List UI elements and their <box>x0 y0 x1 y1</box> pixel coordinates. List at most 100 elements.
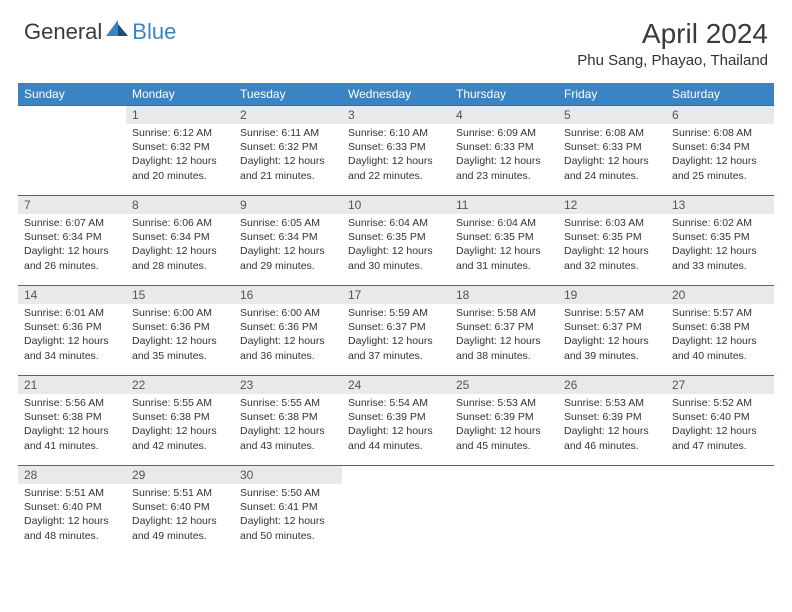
day-number: 4 <box>450 106 558 124</box>
day-number: 7 <box>18 196 126 214</box>
day-number: 10 <box>342 196 450 214</box>
day-cell: 2Sunrise: 6:11 AMSunset: 6:32 PMDaylight… <box>234 106 342 196</box>
day-cell: 7Sunrise: 6:07 AMSunset: 6:34 PMDaylight… <box>18 196 126 286</box>
calendar-header-row: SundayMondayTuesdayWednesdayThursdayFrid… <box>18 83 774 106</box>
day-number: 27 <box>666 376 774 394</box>
day-details: Sunrise: 6:04 AMSunset: 6:35 PMDaylight:… <box>450 214 558 277</box>
day-cell: 16Sunrise: 6:00 AMSunset: 6:36 PMDayligh… <box>234 286 342 376</box>
day-cell: 29Sunrise: 5:51 AMSunset: 6:40 PMDayligh… <box>126 466 234 556</box>
day-cell: 1Sunrise: 6:12 AMSunset: 6:32 PMDaylight… <box>126 106 234 196</box>
day-number: 5 <box>558 106 666 124</box>
weekday-header: Saturday <box>666 83 774 106</box>
day-number: 11 <box>450 196 558 214</box>
day-cell: 6Sunrise: 6:08 AMSunset: 6:34 PMDaylight… <box>666 106 774 196</box>
day-details: Sunrise: 5:58 AMSunset: 6:37 PMDaylight:… <box>450 304 558 367</box>
day-number: 2 <box>234 106 342 124</box>
day-details: Sunrise: 6:04 AMSunset: 6:35 PMDaylight:… <box>342 214 450 277</box>
day-details: Sunrise: 6:02 AMSunset: 6:35 PMDaylight:… <box>666 214 774 277</box>
day-cell: 3Sunrise: 6:10 AMSunset: 6:33 PMDaylight… <box>342 106 450 196</box>
day-details: Sunrise: 6:12 AMSunset: 6:32 PMDaylight:… <box>126 124 234 187</box>
day-cell: 14Sunrise: 6:01 AMSunset: 6:36 PMDayligh… <box>18 286 126 376</box>
day-cell: 24Sunrise: 5:54 AMSunset: 6:39 PMDayligh… <box>342 376 450 466</box>
day-cell: 12Sunrise: 6:03 AMSunset: 6:35 PMDayligh… <box>558 196 666 286</box>
day-details: Sunrise: 5:53 AMSunset: 6:39 PMDaylight:… <box>450 394 558 457</box>
day-cell: 11Sunrise: 6:04 AMSunset: 6:35 PMDayligh… <box>450 196 558 286</box>
day-details: Sunrise: 5:57 AMSunset: 6:37 PMDaylight:… <box>558 304 666 367</box>
day-number: 22 <box>126 376 234 394</box>
day-number: 18 <box>450 286 558 304</box>
day-number: 6 <box>666 106 774 124</box>
month-title: April 2024 <box>577 18 768 50</box>
header: General Blue April 2024 Phu Sang, Phayao… <box>0 0 792 75</box>
weekday-header: Tuesday <box>234 83 342 106</box>
day-details: Sunrise: 6:09 AMSunset: 6:33 PMDaylight:… <box>450 124 558 187</box>
day-cell: 25Sunrise: 5:53 AMSunset: 6:39 PMDayligh… <box>450 376 558 466</box>
day-cell: 30Sunrise: 5:50 AMSunset: 6:41 PMDayligh… <box>234 466 342 556</box>
calendar-row: 21Sunrise: 5:56 AMSunset: 6:38 PMDayligh… <box>18 376 774 466</box>
weekday-header: Thursday <box>450 83 558 106</box>
brand-logo: General Blue <box>24 18 176 45</box>
day-details: Sunrise: 5:50 AMSunset: 6:41 PMDaylight:… <box>234 484 342 547</box>
day-details: Sunrise: 6:06 AMSunset: 6:34 PMDaylight:… <box>126 214 234 277</box>
day-cell: 23Sunrise: 5:55 AMSunset: 6:38 PMDayligh… <box>234 376 342 466</box>
day-number: 30 <box>234 466 342 484</box>
calendar-table: SundayMondayTuesdayWednesdayThursdayFrid… <box>18 83 774 556</box>
empty-cell <box>18 106 126 196</box>
day-number: 25 <box>450 376 558 394</box>
day-details: Sunrise: 5:54 AMSunset: 6:39 PMDaylight:… <box>342 394 450 457</box>
day-number: 19 <box>558 286 666 304</box>
brand-text-blue: Blue <box>132 19 176 45</box>
day-number: 12 <box>558 196 666 214</box>
day-number: 14 <box>18 286 126 304</box>
day-number: 21 <box>18 376 126 394</box>
brand-sail-icon <box>104 18 130 45</box>
day-cell: 28Sunrise: 5:51 AMSunset: 6:40 PMDayligh… <box>18 466 126 556</box>
day-number: 23 <box>234 376 342 394</box>
day-details: Sunrise: 6:08 AMSunset: 6:33 PMDaylight:… <box>558 124 666 187</box>
day-cell: 20Sunrise: 5:57 AMSunset: 6:38 PMDayligh… <box>666 286 774 376</box>
day-number: 9 <box>234 196 342 214</box>
day-number: 26 <box>558 376 666 394</box>
day-cell: 9Sunrise: 6:05 AMSunset: 6:34 PMDaylight… <box>234 196 342 286</box>
day-details: Sunrise: 5:55 AMSunset: 6:38 PMDaylight:… <box>234 394 342 457</box>
day-details: Sunrise: 6:00 AMSunset: 6:36 PMDaylight:… <box>234 304 342 367</box>
empty-cell <box>666 466 774 556</box>
day-cell: 17Sunrise: 5:59 AMSunset: 6:37 PMDayligh… <box>342 286 450 376</box>
weekday-header: Wednesday <box>342 83 450 106</box>
day-details: Sunrise: 6:11 AMSunset: 6:32 PMDaylight:… <box>234 124 342 187</box>
day-details: Sunrise: 6:00 AMSunset: 6:36 PMDaylight:… <box>126 304 234 367</box>
day-details: Sunrise: 5:52 AMSunset: 6:40 PMDaylight:… <box>666 394 774 457</box>
day-number: 1 <box>126 106 234 124</box>
weekday-header: Sunday <box>18 83 126 106</box>
calendar-row: 7Sunrise: 6:07 AMSunset: 6:34 PMDaylight… <box>18 196 774 286</box>
location-text: Phu Sang, Phayao, Thailand <box>577 52 768 69</box>
day-details: Sunrise: 6:10 AMSunset: 6:33 PMDaylight:… <box>342 124 450 187</box>
weekday-header: Monday <box>126 83 234 106</box>
day-number: 16 <box>234 286 342 304</box>
day-number: 3 <box>342 106 450 124</box>
day-cell: 19Sunrise: 5:57 AMSunset: 6:37 PMDayligh… <box>558 286 666 376</box>
day-cell: 21Sunrise: 5:56 AMSunset: 6:38 PMDayligh… <box>18 376 126 466</box>
day-details: Sunrise: 6:03 AMSunset: 6:35 PMDaylight:… <box>558 214 666 277</box>
day-number: 15 <box>126 286 234 304</box>
day-details: Sunrise: 5:55 AMSunset: 6:38 PMDaylight:… <box>126 394 234 457</box>
day-details: Sunrise: 5:51 AMSunset: 6:40 PMDaylight:… <box>126 484 234 547</box>
day-cell: 27Sunrise: 5:52 AMSunset: 6:40 PMDayligh… <box>666 376 774 466</box>
day-cell: 5Sunrise: 6:08 AMSunset: 6:33 PMDaylight… <box>558 106 666 196</box>
day-details: Sunrise: 5:59 AMSunset: 6:37 PMDaylight:… <box>342 304 450 367</box>
day-details: Sunrise: 6:08 AMSunset: 6:34 PMDaylight:… <box>666 124 774 187</box>
day-cell: 26Sunrise: 5:53 AMSunset: 6:39 PMDayligh… <box>558 376 666 466</box>
day-cell: 4Sunrise: 6:09 AMSunset: 6:33 PMDaylight… <box>450 106 558 196</box>
day-details: Sunrise: 6:05 AMSunset: 6:34 PMDaylight:… <box>234 214 342 277</box>
empty-cell <box>558 466 666 556</box>
calendar-row: 14Sunrise: 6:01 AMSunset: 6:36 PMDayligh… <box>18 286 774 376</box>
day-details: Sunrise: 5:56 AMSunset: 6:38 PMDaylight:… <box>18 394 126 457</box>
day-number: 29 <box>126 466 234 484</box>
day-number: 17 <box>342 286 450 304</box>
day-details: Sunrise: 5:53 AMSunset: 6:39 PMDaylight:… <box>558 394 666 457</box>
title-block: April 2024 Phu Sang, Phayao, Thailand <box>577 18 768 69</box>
calendar-row: 1Sunrise: 6:12 AMSunset: 6:32 PMDaylight… <box>18 106 774 196</box>
day-cell: 10Sunrise: 6:04 AMSunset: 6:35 PMDayligh… <box>342 196 450 286</box>
day-details: Sunrise: 6:01 AMSunset: 6:36 PMDaylight:… <box>18 304 126 367</box>
calendar-body: 1Sunrise: 6:12 AMSunset: 6:32 PMDaylight… <box>18 106 774 556</box>
